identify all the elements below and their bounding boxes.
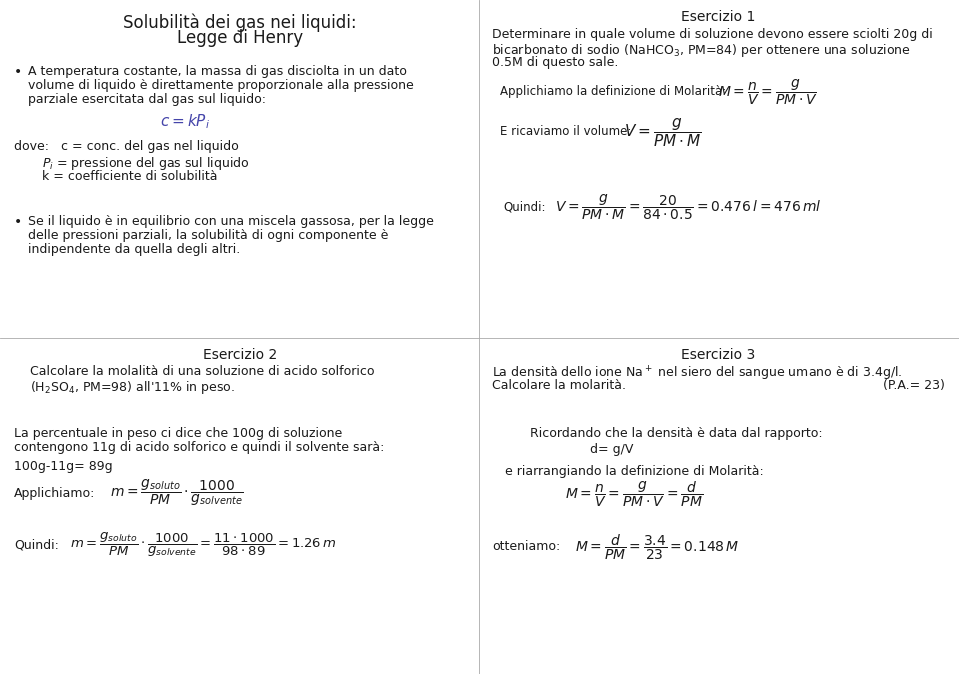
Text: Quindi:: Quindi: [503,200,546,213]
Text: Esercizio 3: Esercizio 3 [681,348,755,362]
Text: contengono 11g di acido solforico e quindi il solvente sarà:: contengono 11g di acido solforico e quin… [14,441,385,454]
Text: E ricaviamo il volume:: E ricaviamo il volume: [500,125,631,138]
Text: e riarrangiando la definizione di Molarità:: e riarrangiando la definizione di Molari… [505,465,763,478]
Text: d= g/V: d= g/V [590,443,633,456]
Text: 100g-11g= 89g: 100g-11g= 89g [14,460,112,473]
Text: $P_i$ = pressione del gas sul liquido: $P_i$ = pressione del gas sul liquido [42,155,249,172]
Text: $M = \dfrac{n}{V} = \dfrac{g}{PM \cdot V}$: $M = \dfrac{n}{V} = \dfrac{g}{PM \cdot V… [718,78,818,107]
Text: $m = \dfrac{g_{soluto}}{PM} \cdot \dfrac{1000}{g_{solvente}}$: $m = \dfrac{g_{soluto}}{PM} \cdot \dfrac… [110,478,244,508]
Text: otteniamo:: otteniamo: [492,540,560,553]
Text: Applichiamo la definizione di Molarità:: Applichiamo la definizione di Molarità: [500,85,726,98]
Text: La percentuale in peso ci dice che 100g di soluzione: La percentuale in peso ci dice che 100g … [14,427,342,440]
Text: 0.5M di questo sale.: 0.5M di questo sale. [492,56,619,69]
Text: k = coefficiente di solubilità: k = coefficiente di solubilità [42,170,218,183]
Text: Esercizio 2: Esercizio 2 [203,348,277,362]
Text: La densità dello ione Na$^+$ nel siero del sangue umano è di 3.4g/l.: La densità dello ione Na$^+$ nel siero d… [492,365,902,384]
Text: parziale esercitata dal gas sul liquido:: parziale esercitata dal gas sul liquido: [28,93,266,106]
Text: dove:   c = conc. del gas nel liquido: dove: c = conc. del gas nel liquido [14,140,239,153]
Text: Applichiamo:: Applichiamo: [14,487,95,500]
Text: delle pressioni parziali, la solubilità di ogni componente è: delle pressioni parziali, la solubilità … [28,229,388,242]
Text: A temperatura costante, la massa di gas disciolta in un dato: A temperatura costante, la massa di gas … [28,65,407,78]
Text: Determinare in quale volume di soluzione devono essere sciolti 20g di: Determinare in quale volume di soluzione… [492,28,933,41]
Text: $V = \dfrac{g}{PM \cdot M}$: $V = \dfrac{g}{PM \cdot M}$ [624,116,701,149]
Text: Se il liquido è in equilibrio con una miscela gassosa, per la legge: Se il liquido è in equilibrio con una mi… [28,215,433,228]
Text: Solubilità dei gas nei liquidi:: Solubilità dei gas nei liquidi: [123,13,357,32]
Text: bicarbonato di sodio (NaHCO$_3$, PM=84) per ottenere una soluzione: bicarbonato di sodio (NaHCO$_3$, PM=84) … [492,42,911,59]
Text: •: • [14,65,22,79]
Text: volume di liquido è direttamente proporzionale alla pressione: volume di liquido è direttamente proporz… [28,79,413,92]
Text: •: • [14,215,22,229]
Text: Calcolare la molarità.: Calcolare la molarità. [492,379,626,392]
Text: $V = \dfrac{g}{PM \cdot M} = \dfrac{20}{84 \cdot 0.5} = 0.476\,l = 476\,ml$: $V = \dfrac{g}{PM \cdot M} = \dfrac{20}{… [555,193,822,222]
Text: Ricordando che la densità è data dal rapporto:: Ricordando che la densità è data dal rap… [530,427,823,440]
Text: Legge di Henry: Legge di Henry [177,29,303,47]
Text: $M = \dfrac{n}{V} = \dfrac{g}{PM \cdot V} = \dfrac{d}{PM}$: $M = \dfrac{n}{V} = \dfrac{g}{PM \cdot V… [565,480,703,510]
Text: indipendente da quella degli altri.: indipendente da quella degli altri. [28,243,241,256]
Text: $c = kP_i$: $c = kP_i$ [160,112,210,131]
Text: Esercizio 1: Esercizio 1 [681,10,755,24]
Text: $M = \dfrac{d}{PM} = \dfrac{3.4}{23} = 0.148\,M$: $M = \dfrac{d}{PM} = \dfrac{3.4}{23} = 0… [575,533,739,562]
Text: Quindi:: Quindi: [14,539,58,552]
Text: $m = \dfrac{g_{soluto}}{PM} \cdot \dfrac{1000}{g_{solvente}} = \dfrac{11 \cdot 1: $m = \dfrac{g_{soluto}}{PM} \cdot \dfrac… [70,531,337,559]
Text: (P.A.= 23): (P.A.= 23) [883,379,945,392]
Text: Calcolare la molalità di una soluzione di acido solforico: Calcolare la molalità di una soluzione d… [30,365,375,378]
Text: (H$_2$SO$_4$, PM=98) all'11% in peso.: (H$_2$SO$_4$, PM=98) all'11% in peso. [30,379,235,396]
